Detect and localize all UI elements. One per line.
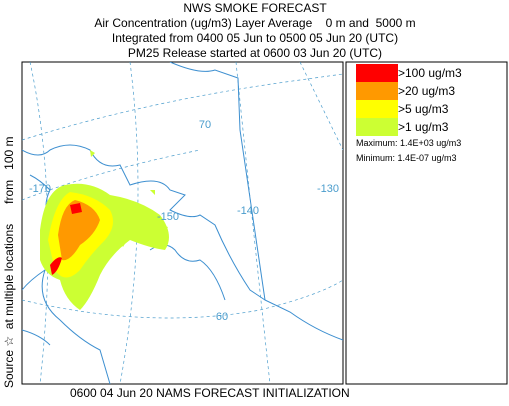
graticule-label: 70 (199, 119, 211, 131)
legend-label: >100 ug/m3 (398, 66, 462, 80)
header-line: Integrated from 0400 05 Jun to 0500 05 J… (112, 31, 398, 45)
legend-label: >5 ug/m3 (398, 102, 449, 116)
legend-swatch (356, 100, 398, 118)
header-line: PM25 Release started at 0600 03 Jun 20 (… (128, 46, 382, 60)
maximum: Maximum: 1.4E+03 ug/m3 (356, 138, 461, 148)
graticule-label: -150 (157, 211, 179, 223)
side-label: Source ☆ at multiple locations from 100 … (2, 136, 16, 388)
legend-label: >1 ug/m3 (398, 120, 449, 134)
legend-label: >20 ug/m3 (398, 84, 455, 98)
footer: 0600 04 Jun 20 NAMS FORECAST INITIALIZAT… (70, 386, 350, 400)
header-line: Air Concentration (ug/m3) Layer Average … (94, 16, 415, 30)
header-line: NWS SMOKE FORECAST (183, 1, 327, 15)
graticule-label: 60 (216, 311, 228, 323)
smoke (40, 150, 169, 310)
legend: >100 ug/m3 >20 ug/m3 >5 ug/m3 >1 ug/m3 Maxim… (356, 64, 462, 163)
map: -170 -150 -140 -130 70 60 (22, 62, 343, 384)
minimum: Minimum: 1.4E-07 ug/m3 (356, 153, 457, 163)
graticule-label: -140 (237, 205, 259, 217)
graticule-label: -130 (317, 183, 339, 195)
legend-swatch (356, 64, 398, 82)
legend-swatch (356, 82, 398, 100)
legend-swatch (356, 118, 398, 136)
graticule-label: -170 (29, 183, 51, 195)
